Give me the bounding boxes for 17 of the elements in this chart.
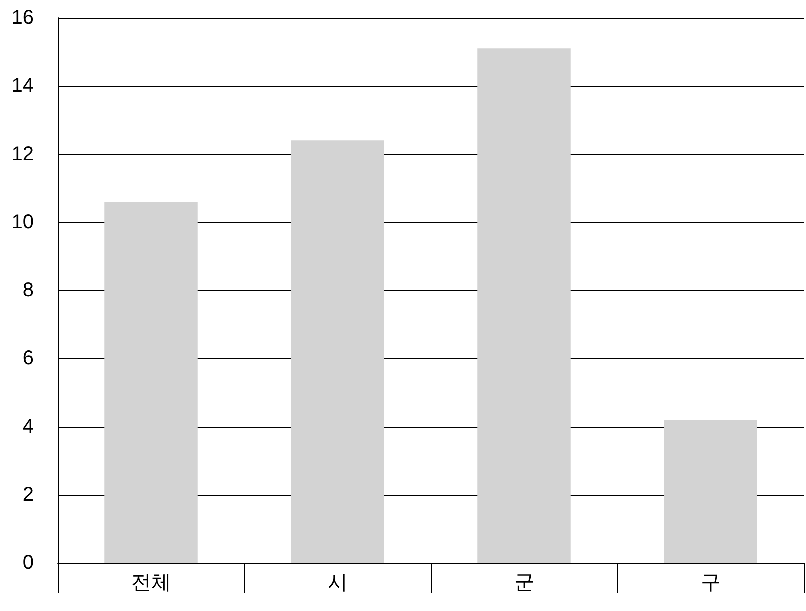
x-tick-label: 시 xyxy=(328,572,348,594)
x-tick-label: 구 xyxy=(700,572,721,594)
y-tick-label: 4 xyxy=(22,416,34,438)
bar xyxy=(104,202,198,563)
x-tick-label: 군 xyxy=(514,572,534,594)
x-tick-label: 전체 xyxy=(131,572,172,594)
bar xyxy=(478,48,571,563)
y-tick-label: 2 xyxy=(22,484,34,506)
y-tick-label: 10 xyxy=(12,211,34,234)
y-tick-label: 0 xyxy=(22,552,34,574)
y-tick-label: 12 xyxy=(12,143,34,166)
y-tick-label: 6 xyxy=(22,348,34,370)
bar xyxy=(664,420,758,563)
y-tick-label: 14 xyxy=(12,75,34,98)
bar xyxy=(291,140,384,563)
y-tick-label: 16 xyxy=(12,7,34,29)
y-tick-label: 8 xyxy=(22,280,34,302)
